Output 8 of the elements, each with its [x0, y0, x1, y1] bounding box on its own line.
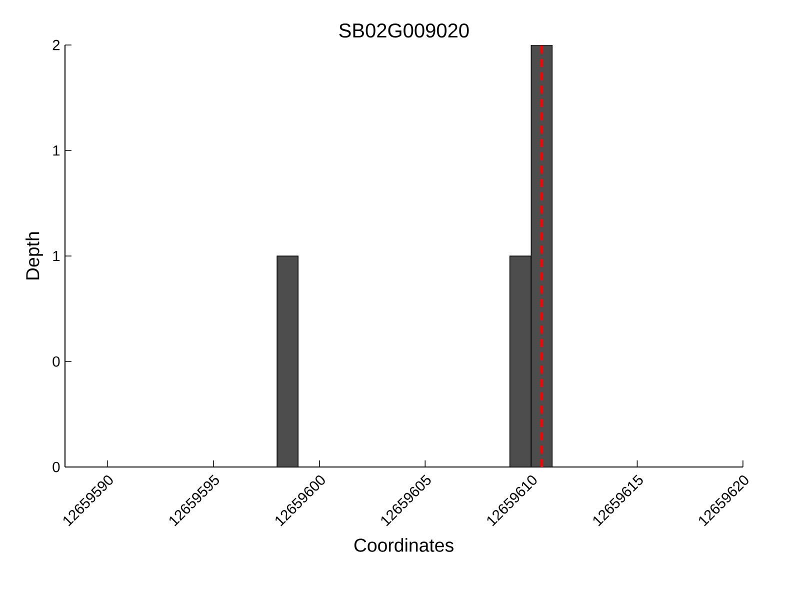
y-tick-label: 1: [53, 145, 60, 156]
y-tick-label: 1: [53, 250, 60, 262]
y-tick-label: 2: [52, 40, 60, 50]
y-tick-label: 0: [52, 462, 60, 472]
x-axis-title: Coordinates: [354, 538, 454, 552]
chart-title: SB02G009020: [339, 23, 469, 38]
y-tick-label: 0: [52, 356, 60, 367]
y-axis-title: Depth: [26, 232, 43, 280]
